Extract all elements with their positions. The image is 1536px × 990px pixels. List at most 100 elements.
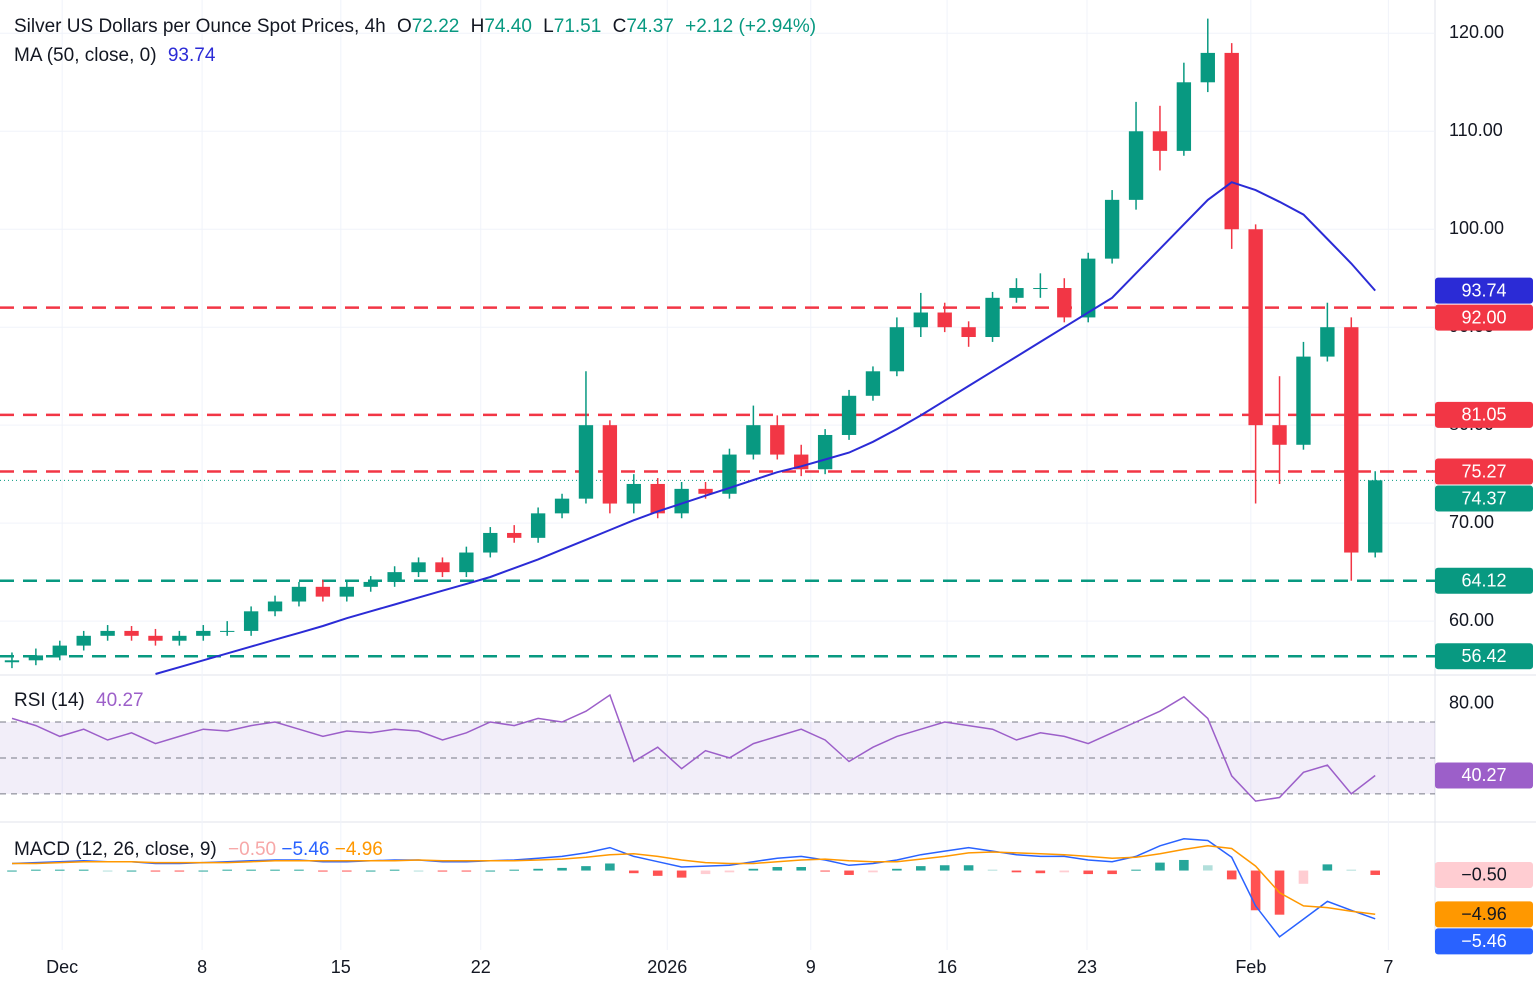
- macd-value: −5.46: [281, 839, 330, 860]
- candle-body: [817, 434, 833, 470]
- candle-body: [1272, 425, 1287, 445]
- candle-body: [698, 488, 713, 494]
- signal-line: [12, 845, 1376, 916]
- macd-histogram-bar: [748, 868, 759, 871]
- macd-histogram-bar: [1203, 865, 1213, 871]
- macd-histogram-bar: [55, 869, 65, 871]
- candle-body: [28, 655, 44, 661]
- macd-histogram-bar: [1131, 869, 1141, 871]
- candle-body: [124, 630, 139, 636]
- candle-body: [985, 297, 1000, 338]
- level-badge: 81.05: [1461, 405, 1506, 425]
- macd-histogram-bar: [629, 870, 639, 874]
- macd-histogram-bar: [533, 868, 543, 871]
- price-legend: Silver US Dollars per Ounce Spot Prices,…: [14, 16, 822, 38]
- rsi-legend: RSI (14) 40.27: [14, 690, 150, 712]
- candle-body: [1104, 199, 1120, 259]
- macd-histogram-bar: [916, 866, 926, 871]
- macd-histogram-bar: [557, 867, 567, 871]
- macd-histogram-bar: [1035, 870, 1046, 874]
- ma-name: MA (50, close, 0): [14, 45, 157, 66]
- x-tick-label: 22: [471, 957, 491, 977]
- candle-body: [267, 601, 283, 612]
- rsi-name: RSI (14): [14, 690, 85, 711]
- candle-body: [554, 498, 570, 514]
- macd-histogram-bar: [294, 869, 304, 871]
- macd-histogram-bar: [174, 870, 185, 872]
- candle-body: [1296, 356, 1311, 445]
- macd-histogram-bar: [892, 868, 902, 871]
- macd-histogram-bar: [772, 867, 783, 871]
- candle-body: [76, 635, 91, 646]
- ohlc-key: C: [612, 16, 627, 37]
- candle-body: [291, 586, 307, 602]
- ohlc-value: 71.51: [553, 16, 602, 37]
- candle-body: [387, 572, 402, 582]
- change: +2.12 (+2.94%): [685, 16, 817, 37]
- y-tick-label: 100.00: [1449, 218, 1504, 238]
- candle-body: [1081, 258, 1096, 318]
- macd-histogram-bar: [1346, 869, 1357, 871]
- ma-value: 93.74: [167, 45, 216, 66]
- macd-histogram-bar: [318, 870, 328, 872]
- macd-histogram-bar: [844, 870, 854, 875]
- level-badge-bg: [1435, 567, 1533, 594]
- rsi-value: 40.27: [96, 690, 144, 711]
- candle-body: [363, 581, 378, 587]
- macd-histogram-bar: [7, 870, 17, 872]
- level-badge-bg: [1435, 304, 1533, 331]
- candle-body: [1128, 131, 1144, 200]
- macd-legend: MACD (12, 26, close, 9) −0.50 −5.46 −4.9…: [14, 839, 389, 861]
- ohlc-key: O: [397, 16, 412, 37]
- candle-body: [1368, 480, 1383, 553]
- candle-body: [1200, 52, 1215, 83]
- macd-line: [11, 838, 1376, 938]
- candle-body: [602, 425, 618, 504]
- level-badge-bg: [1435, 458, 1533, 485]
- candle-body: [243, 611, 259, 631]
- level-badge-bg: [1435, 401, 1533, 428]
- macd-histogram-bar: [437, 870, 448, 872]
- x-tick-label: 2026: [647, 957, 687, 977]
- level-badge: 56.42: [1461, 646, 1506, 666]
- macd-histogram-bar: [605, 863, 615, 871]
- x-tick-label: Feb: [1235, 957, 1266, 977]
- macd-histogram-bar: [365, 870, 376, 872]
- candle-body: [1344, 327, 1359, 553]
- ohlc-key: L: [543, 16, 554, 37]
- ohlc-value: 74.37: [626, 16, 674, 37]
- candle-body: [530, 513, 546, 538]
- candle-body: [315, 586, 331, 597]
- ohlc-key: H: [470, 16, 485, 37]
- candle-body: [1057, 288, 1072, 318]
- candle-body: [889, 327, 905, 372]
- candle-body: [650, 483, 665, 514]
- macd-histogram-bar: [270, 869, 280, 871]
- candle-body: [411, 562, 426, 573]
- hist-value: −0.50: [228, 839, 277, 860]
- macd-histogram-bar: [389, 869, 400, 871]
- macd-badge: −5.46: [1461, 931, 1507, 951]
- macd-histogram-bar: [676, 870, 687, 878]
- candle-body: [483, 532, 498, 553]
- macd-histogram-bar: [1155, 862, 1165, 871]
- candle-body: [507, 532, 522, 538]
- y-tick-label: 80.00: [1449, 693, 1494, 713]
- macd-histogram-bar: [461, 870, 472, 872]
- candle-body: [961, 327, 976, 338]
- macd-histogram-bar: [868, 870, 878, 873]
- y-tick-label: 70.00: [1449, 512, 1494, 532]
- macd-histogram-bar: [78, 869, 89, 871]
- candle-body: [937, 312, 952, 328]
- x-tick-label: 23: [1077, 957, 1097, 977]
- ma-badge: 93.74: [1461, 280, 1506, 300]
- macd-histogram-bar: [413, 870, 424, 872]
- candle-body: [1152, 131, 1168, 151]
- candle-body: [578, 425, 594, 499]
- macd-histogram-bar: [342, 870, 352, 872]
- macd-histogram-bar: [485, 870, 496, 872]
- macd-histogram-bar: [198, 870, 209, 872]
- candle-body: [913, 312, 928, 328]
